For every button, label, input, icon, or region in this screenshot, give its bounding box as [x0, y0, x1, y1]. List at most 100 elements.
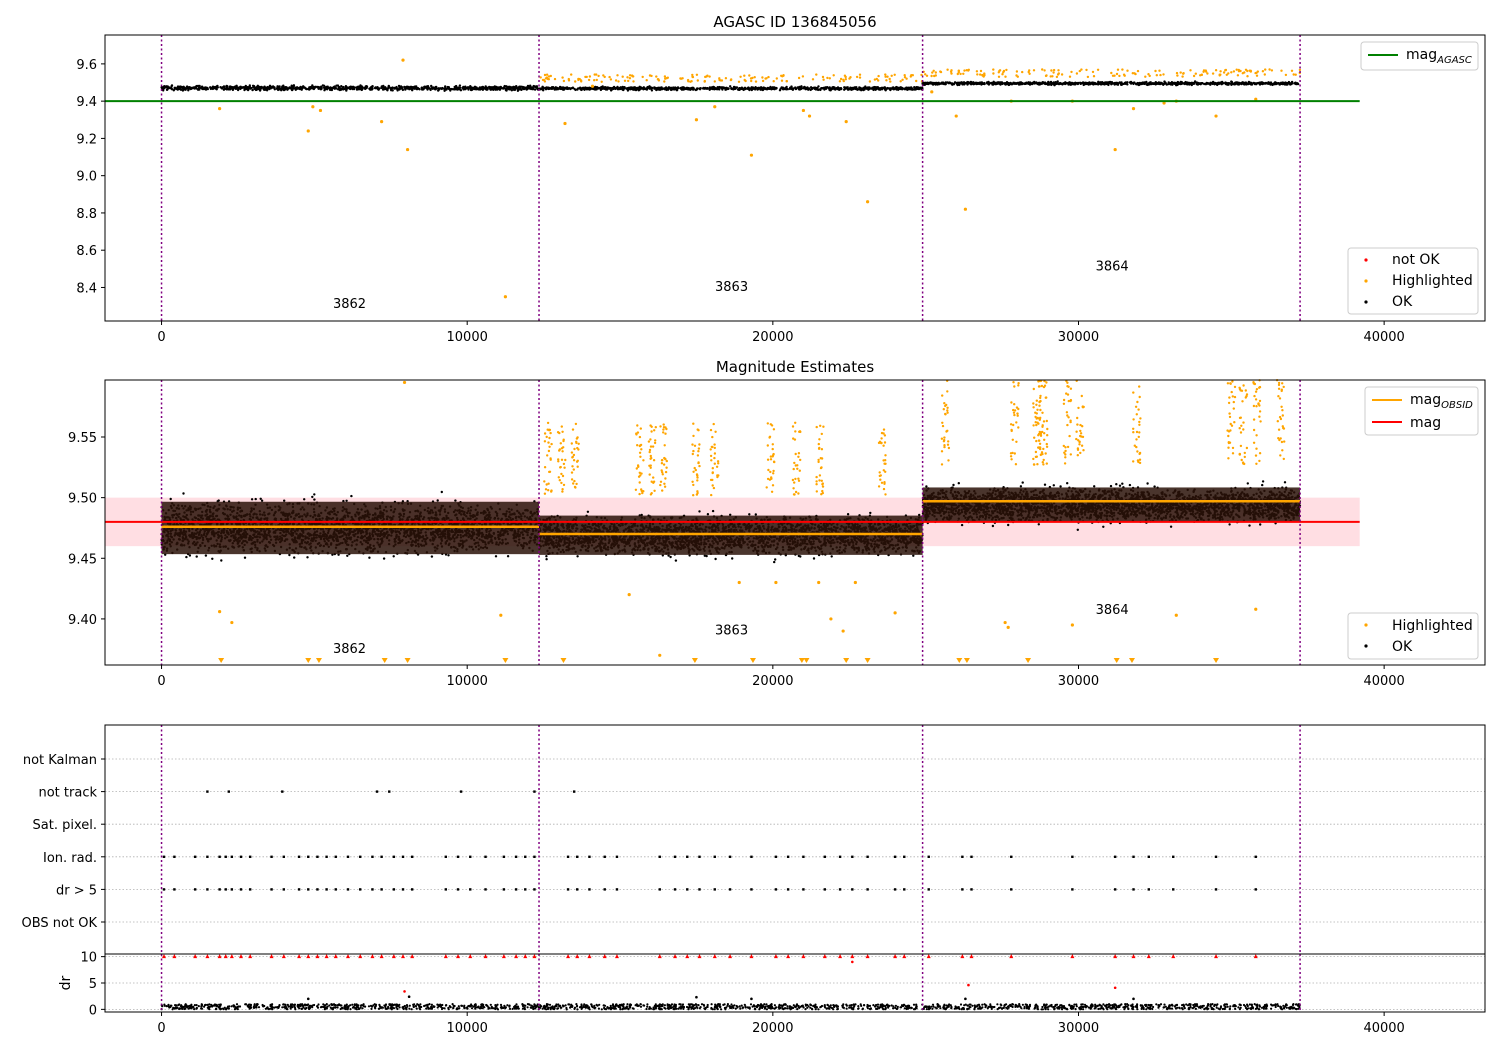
- ok-point: [939, 82, 943, 85]
- ok-point: [763, 87, 766, 90]
- ok-point: [170, 84, 174, 87]
- ok-point: [426, 87, 430, 90]
- highlighted-point: [868, 80, 872, 83]
- ok-point: [1205, 81, 1208, 85]
- highlighted-point: [761, 79, 765, 83]
- highlighted-point: [931, 71, 934, 74]
- highlighted-point: [832, 74, 835, 77]
- ok-point: [1176, 82, 1180, 85]
- highlighted-point: [754, 80, 758, 83]
- ok-point: [541, 88, 544, 91]
- highlighted-point: [561, 76, 564, 79]
- ok-point: [1173, 82, 1177, 85]
- ok-point: [337, 88, 341, 91]
- highlighted-point: [718, 78, 721, 82]
- highlighted-point: [1110, 71, 1113, 75]
- ok-point: [186, 87, 190, 91]
- highlighted-point: [1060, 73, 1064, 76]
- ok-point: [732, 88, 735, 91]
- ok-point: [1054, 81, 1057, 85]
- highlighted-point: [1211, 72, 1215, 75]
- x-tick-label: 10000: [447, 330, 488, 345]
- ok-point: [903, 87, 906, 91]
- ok-point: [340, 85, 343, 88]
- highlighted-outlier: [844, 120, 848, 124]
- ok-point: [710, 87, 714, 90]
- highlighted-point: [632, 80, 635, 83]
- highlighted-point: [828, 77, 831, 80]
- ok-point: [503, 84, 506, 88]
- ok-point: [597, 87, 601, 90]
- ok-point: [618, 87, 621, 91]
- highlighted-point: [765, 77, 768, 80]
- highlighted-point: [1092, 75, 1096, 78]
- ok-point: [845, 86, 848, 89]
- highlighted-point: [695, 73, 699, 77]
- highlighted-point: [844, 78, 847, 81]
- highlighted-point: [925, 74, 929, 78]
- ok-point: [470, 86, 473, 89]
- ok-point: [706, 87, 709, 90]
- ok-point: [1217, 82, 1221, 86]
- highlighted-point: [1162, 73, 1165, 76]
- highlighted-point: [962, 72, 965, 76]
- ok-point: [1147, 82, 1151, 86]
- ok-point: [1049, 81, 1053, 84]
- highlighted-point: [593, 79, 596, 82]
- ok-point: [225, 84, 228, 88]
- ok-point: [1243, 83, 1246, 86]
- highlighted-point: [587, 78, 591, 82]
- ok-point: [996, 82, 1000, 85]
- ok-point: [622, 87, 625, 90]
- highlighted-point: [761, 76, 764, 79]
- ok-point: [928, 82, 932, 85]
- ok-point: [454, 499, 457, 502]
- ok-point: [947, 81, 950, 85]
- ok-point: [329, 86, 332, 89]
- ok-point: [1141, 82, 1144, 86]
- highlighted-point: [1235, 68, 1238, 71]
- ok-point: [913, 86, 916, 89]
- x-tick-label: 40000: [1363, 330, 1404, 345]
- highlighted-point: [1051, 75, 1054, 78]
- ok-point: [360, 85, 363, 88]
- highlighted-point: [1131, 72, 1135, 75]
- highlighted-point: [811, 78, 815, 81]
- highlighted-point: [992, 68, 995, 71]
- ok-point: [356, 87, 360, 90]
- ok-point: [183, 86, 186, 90]
- ok-point: [1087, 82, 1090, 85]
- ok-point: [599, 88, 603, 92]
- ok-point: [351, 87, 354, 91]
- highlighted-point: [650, 74, 653, 78]
- ok-point: [640, 87, 644, 90]
- highlighted-point: [663, 75, 667, 78]
- highlighted-point: [600, 80, 603, 84]
- highlighted-point: [1111, 74, 1115, 78]
- highlighted-point: [546, 77, 549, 81]
- highlighted-point: [1041, 68, 1044, 71]
- y-tick-label: 8.6: [76, 244, 97, 259]
- ok-point: [858, 88, 862, 91]
- ok-point: [381, 88, 385, 91]
- ok-point: [1059, 82, 1062, 86]
- ok-point: [330, 88, 334, 92]
- highlighted-point: [1028, 69, 1031, 72]
- highlighted-point: [1056, 73, 1060, 76]
- highlighted-point: [1004, 75, 1007, 78]
- ok-point: [1230, 82, 1233, 86]
- highlighted-point: [1091, 70, 1095, 74]
- ok-point: [925, 82, 929, 85]
- highlighted-point: [1181, 75, 1184, 78]
- ok-point: [166, 86, 170, 89]
- ok-point: [458, 86, 462, 90]
- ok-point: [370, 88, 373, 91]
- highlighted-point: [626, 76, 629, 79]
- y-tick-label: 8.8: [76, 207, 97, 222]
- ok-point: [758, 86, 761, 90]
- highlighted-point: [1192, 74, 1196, 78]
- ok-point: [170, 88, 174, 91]
- ok-point: [1094, 82, 1097, 86]
- obsid-label: 3863: [715, 280, 748, 295]
- ok-point: [298, 87, 302, 91]
